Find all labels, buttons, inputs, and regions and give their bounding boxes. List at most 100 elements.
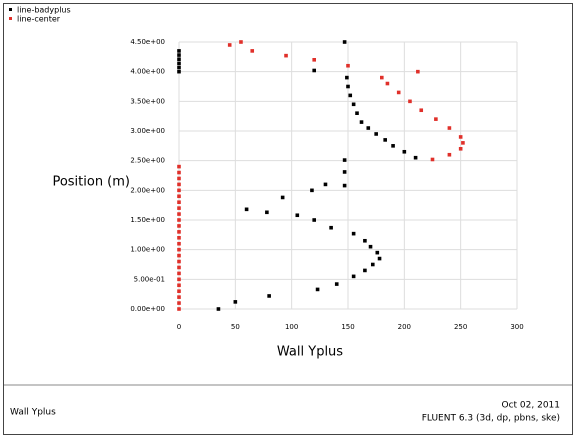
- point: [342, 170, 347, 174]
- point: [342, 183, 347, 188]
- legend-marker: [9, 8, 12, 11]
- y-tick-label: 1.00e+00: [130, 246, 165, 254]
- point: [323, 182, 328, 187]
- point: [368, 244, 373, 249]
- frame: [3, 3, 573, 435]
- legend-label: line-badyplus: [17, 6, 71, 15]
- point: [363, 268, 367, 273]
- point: [348, 93, 353, 98]
- point: [177, 188, 181, 193]
- point: [402, 149, 407, 154]
- point: [346, 84, 350, 89]
- point: [177, 170, 181, 175]
- point: [177, 301, 181, 305]
- point: [265, 210, 269, 215]
- y-tick-label: 3.00e+00: [130, 127, 165, 135]
- point: [377, 256, 382, 261]
- point: [374, 132, 378, 136]
- point: [351, 102, 356, 107]
- point: [315, 287, 320, 292]
- point: [177, 53, 181, 57]
- point: [366, 126, 371, 130]
- point: [447, 126, 452, 130]
- x-tick-label: 150: [341, 323, 354, 331]
- legend-marker: [9, 17, 12, 20]
- point: [334, 282, 339, 286]
- point: [419, 108, 424, 113]
- x-tick-label: 50: [231, 323, 240, 331]
- point: [177, 265, 181, 270]
- point: [177, 65, 181, 70]
- footer-date: Oct 02, 2011: [502, 401, 561, 411]
- point: [310, 188, 314, 193]
- x-tick-label: 300: [510, 323, 523, 331]
- x-tick-label: 200: [398, 323, 411, 331]
- x-axis-label: Wall Yplus: [277, 345, 343, 360]
- point: [383, 138, 387, 142]
- point: [177, 307, 181, 311]
- x-tick-label: 0: [177, 323, 181, 331]
- x-tick-label: 250: [454, 323, 467, 331]
- y-tick-label: 3.50e+00: [130, 97, 165, 105]
- y-tick-label: 4.50e+00: [130, 38, 165, 46]
- point: [355, 111, 359, 115]
- point: [430, 157, 435, 162]
- point: [267, 294, 271, 298]
- point: [359, 120, 364, 124]
- point: [216, 307, 221, 311]
- point: [177, 57, 181, 62]
- y-tick-label: 0.00e+00: [130, 305, 165, 313]
- footer-left: Wall Yplus: [10, 408, 56, 418]
- point: [312, 68, 316, 73]
- point: [177, 277, 181, 282]
- point: [177, 218, 181, 222]
- point: [342, 40, 347, 44]
- point: [408, 99, 412, 104]
- point: [391, 144, 395, 148]
- point: [370, 262, 375, 267]
- point: [351, 231, 356, 236]
- point: [177, 194, 181, 199]
- point: [458, 147, 463, 151]
- point: [177, 271, 181, 276]
- point: [458, 135, 463, 139]
- y-tick-label: 2.00e+00: [130, 186, 165, 194]
- point: [461, 141, 465, 145]
- point: [329, 225, 333, 230]
- point: [295, 213, 300, 218]
- point: [177, 164, 181, 169]
- point: [346, 63, 350, 68]
- point: [244, 207, 249, 212]
- point: [233, 300, 238, 304]
- point: [385, 81, 390, 86]
- point: [396, 90, 401, 95]
- point: [177, 230, 181, 234]
- point: [380, 75, 384, 80]
- point: [250, 49, 255, 53]
- point: [177, 49, 181, 53]
- y-axis-label: Position (m): [52, 175, 130, 190]
- point: [177, 182, 181, 187]
- point: [413, 155, 418, 160]
- point: [177, 236, 181, 240]
- point: [177, 224, 181, 228]
- x-tick-label: 100: [285, 323, 298, 331]
- point: [345, 75, 349, 80]
- point: [342, 158, 347, 162]
- point: [375, 250, 380, 255]
- point: [177, 247, 181, 252]
- point: [177, 69, 181, 74]
- point: [177, 200, 181, 204]
- point: [177, 206, 181, 210]
- point: [177, 253, 181, 258]
- footer-solver: FLUENT 6.3 (3d, dp, pbns, ske): [422, 414, 560, 424]
- point: [351, 274, 356, 279]
- point: [363, 238, 367, 243]
- y-tick-label: 2.50e+00: [130, 157, 165, 165]
- point: [177, 295, 181, 299]
- point: [280, 195, 285, 200]
- point: [284, 53, 288, 58]
- point: [177, 176, 181, 181]
- y-tick-label: 4.00e+00: [130, 68, 165, 76]
